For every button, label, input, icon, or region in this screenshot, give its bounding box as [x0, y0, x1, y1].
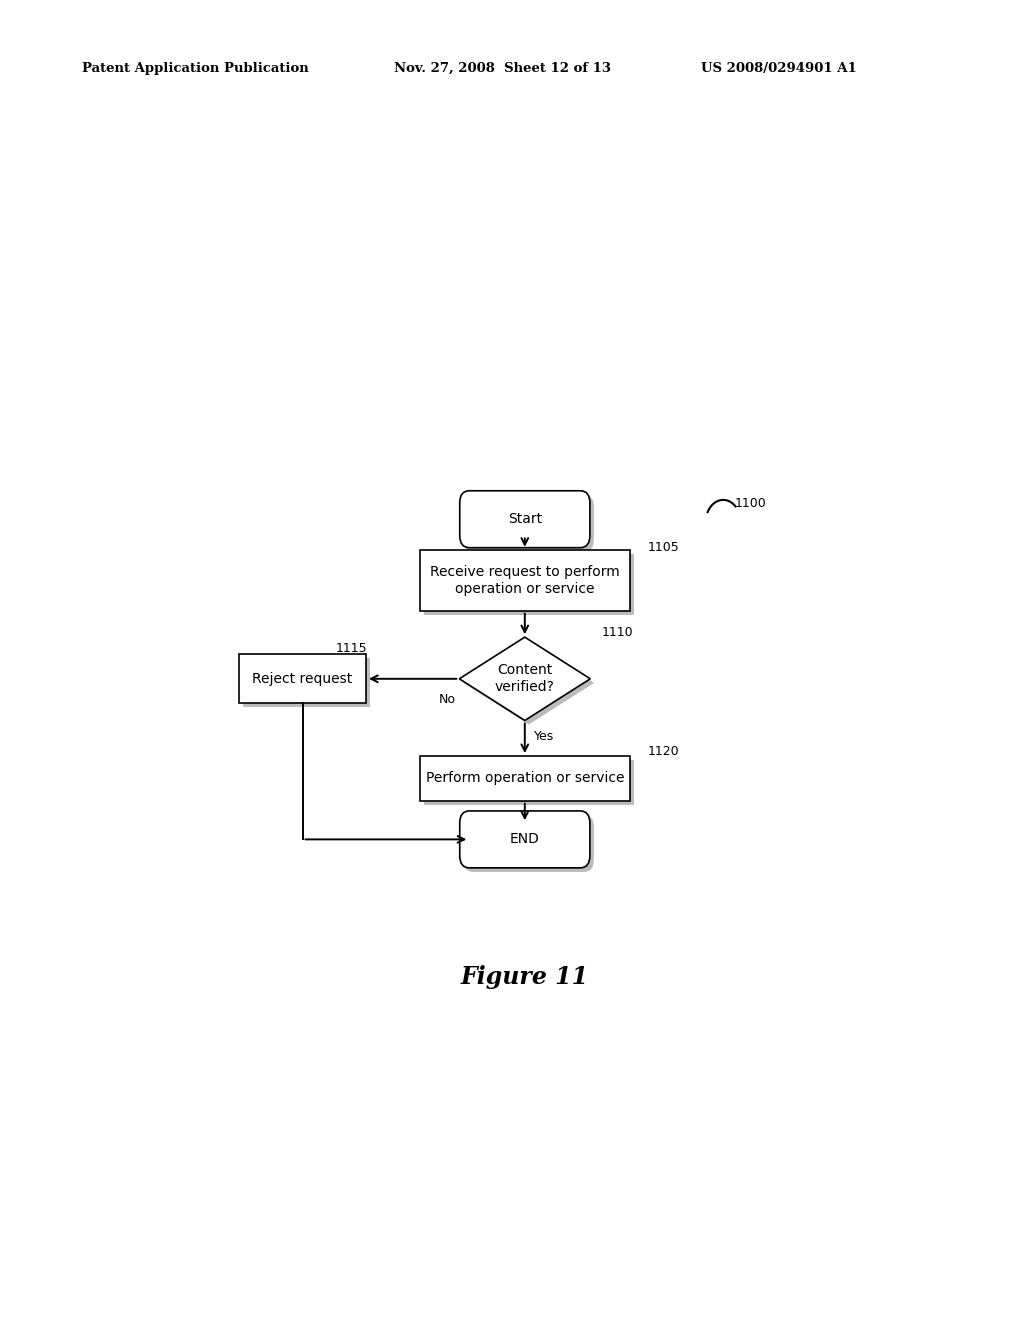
Polygon shape	[463, 642, 594, 725]
Text: 1120: 1120	[648, 746, 680, 759]
Text: No: No	[438, 693, 456, 706]
Text: 1100: 1100	[735, 498, 767, 511]
Text: US 2008/0294901 A1: US 2008/0294901 A1	[701, 62, 857, 75]
Text: Nov. 27, 2008  Sheet 12 of 13: Nov. 27, 2008 Sheet 12 of 13	[394, 62, 611, 75]
FancyBboxPatch shape	[420, 549, 630, 611]
Text: Reject request: Reject request	[253, 672, 352, 686]
Text: Content
verified?: Content verified?	[495, 663, 555, 694]
FancyBboxPatch shape	[424, 760, 634, 805]
Text: Yes: Yes	[535, 730, 555, 743]
FancyBboxPatch shape	[424, 554, 634, 615]
FancyBboxPatch shape	[243, 659, 370, 708]
Text: Figure 11: Figure 11	[461, 965, 589, 989]
Polygon shape	[460, 638, 590, 721]
FancyBboxPatch shape	[240, 655, 367, 704]
Text: 1115: 1115	[336, 642, 368, 655]
Text: END: END	[510, 833, 540, 846]
FancyBboxPatch shape	[420, 756, 630, 801]
Text: 1110: 1110	[602, 626, 634, 639]
FancyBboxPatch shape	[460, 810, 590, 867]
Text: Patent Application Publication: Patent Application Publication	[82, 62, 308, 75]
Text: Receive request to perform
operation or service: Receive request to perform operation or …	[430, 565, 620, 595]
FancyBboxPatch shape	[460, 491, 590, 548]
FancyBboxPatch shape	[464, 814, 594, 873]
Text: Start: Start	[508, 512, 542, 527]
Text: 1105: 1105	[648, 541, 680, 554]
FancyBboxPatch shape	[464, 495, 594, 552]
Text: Perform operation or service: Perform operation or service	[426, 771, 624, 785]
